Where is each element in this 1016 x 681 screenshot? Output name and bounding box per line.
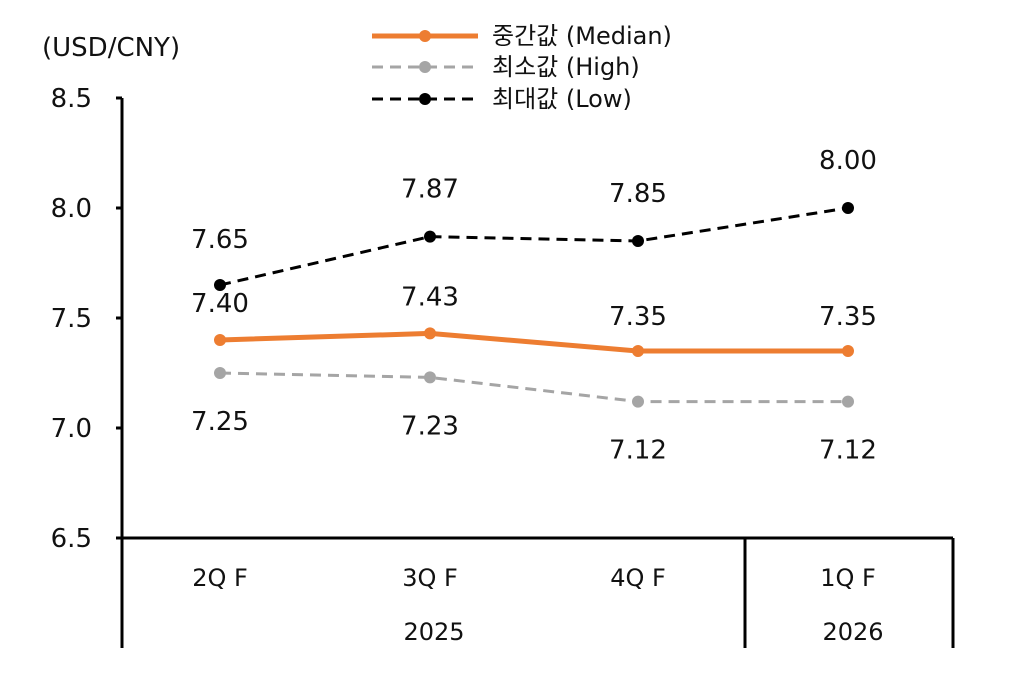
- data-point: [424, 371, 436, 384]
- data-point: [214, 279, 226, 291]
- data-point: [632, 395, 644, 408]
- data-label: 7.12: [819, 436, 877, 466]
- y-tick-label: 6.5: [51, 524, 92, 554]
- x-category-labels: 2Q F 3Q F 4Q F 1Q F 2025 2026: [192, 564, 883, 646]
- series-lines: [214, 202, 854, 408]
- data-point: [842, 395, 854, 408]
- legend-entry-label: 최소값 (High): [492, 53, 640, 81]
- legend-entry-label: 중간값 (Median): [492, 22, 672, 50]
- series-line-low: [219, 206, 849, 287]
- y-tick-label: 8.0: [51, 194, 92, 224]
- data-point: [842, 202, 854, 214]
- data-label: 7.23: [401, 411, 459, 441]
- y-tick-labels: 6.5 7.0 7.5 8.0 8.5: [51, 84, 122, 554]
- data-label: 7.65: [191, 225, 249, 255]
- data-label: 7.25: [191, 407, 249, 437]
- y-tick-label: 8.5: [51, 84, 92, 114]
- data-label: 7.43: [401, 282, 459, 312]
- y-tick-label: 7.5: [51, 304, 92, 334]
- x-category-label: 1Q F: [820, 564, 876, 592]
- data-point: [842, 345, 854, 357]
- x-category-label: 4Q F: [610, 564, 666, 592]
- axes: [120, 98, 955, 648]
- data-label: 7.35: [819, 302, 877, 332]
- data-label: 7.85: [609, 179, 667, 209]
- data-labels: 7.40 7.43 7.35 7.35 7.25 7.23 7.12 7.12 7.65 7.87…: [191, 146, 877, 466]
- data-point: [214, 334, 226, 346]
- legend: 중간값 (Median) 최소값 (High) 최대값 (Low): [372, 22, 672, 113]
- x-category-label: 3Q F: [402, 564, 458, 592]
- data-point: [632, 235, 644, 247]
- data-label: 7.40: [191, 289, 249, 319]
- legend-swatch-marker: [419, 93, 431, 105]
- x-category-label: 2Q F: [192, 564, 248, 592]
- legend-swatch-marker: [419, 61, 431, 73]
- series-line-high: [219, 371, 848, 404]
- data-point: [214, 367, 226, 379]
- data-point: [632, 345, 644, 357]
- series-line-median: [219, 330, 848, 354]
- data-label: 8.00: [819, 146, 877, 176]
- data-label: 7.12: [609, 436, 667, 466]
- legend-swatch-marker: [419, 30, 431, 42]
- legend-entry-label: 최대값 (Low): [492, 85, 632, 113]
- year-group-label: 2025: [403, 618, 464, 646]
- data-point: [424, 230, 436, 243]
- data-label: 7.35: [609, 302, 667, 332]
- data-label: 7.87: [401, 175, 459, 205]
- y-axis-label: (USD/CNY): [42, 33, 180, 63]
- year-group-label: 2026: [822, 618, 883, 646]
- y-tick-label: 7.0: [51, 414, 92, 444]
- data-point: [424, 327, 436, 340]
